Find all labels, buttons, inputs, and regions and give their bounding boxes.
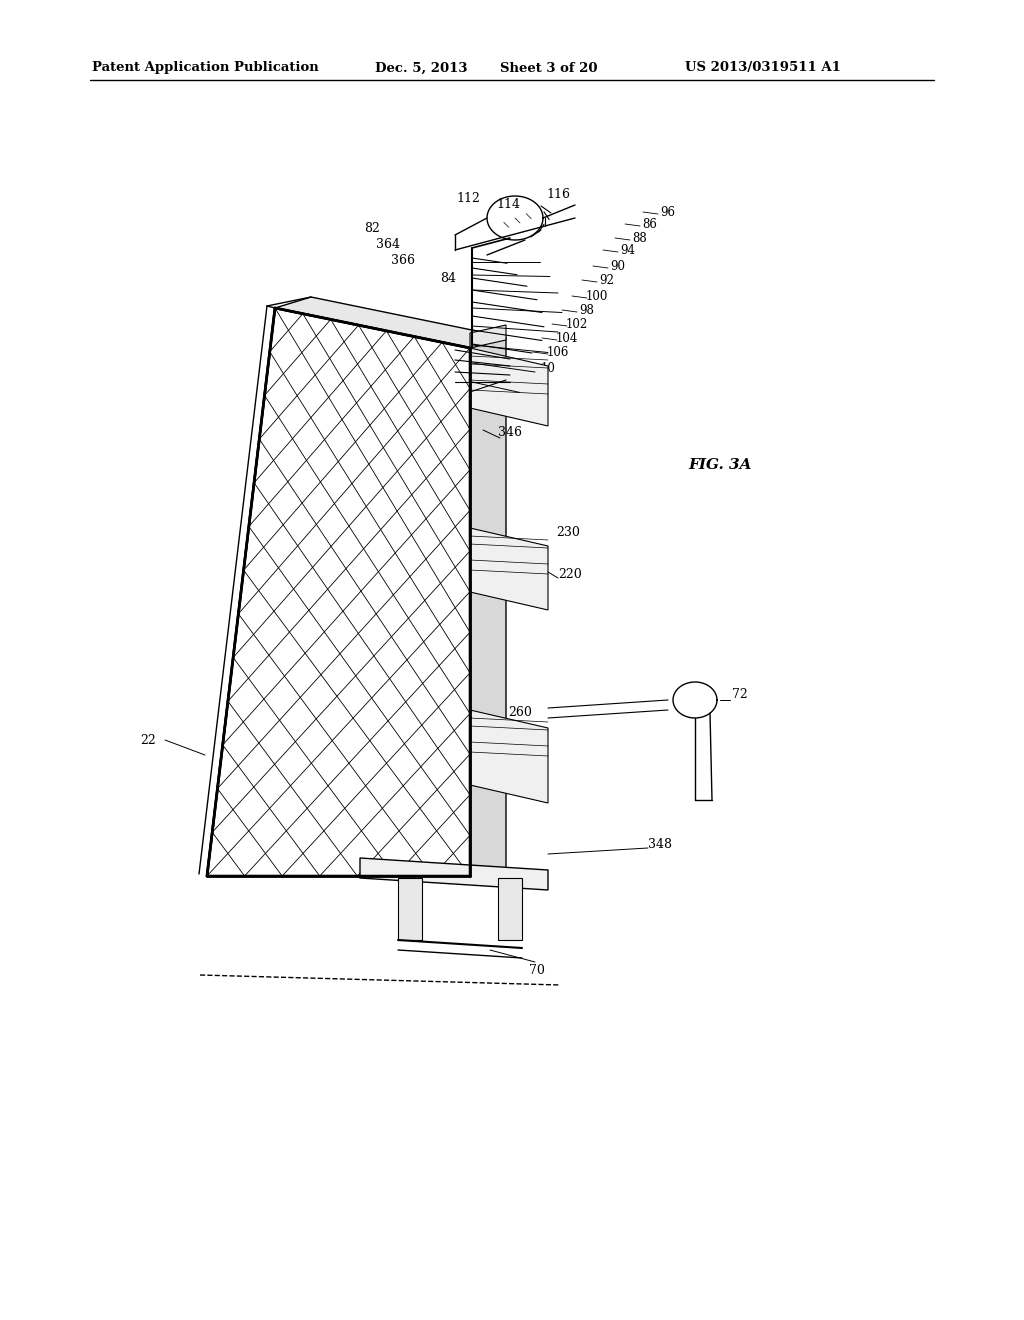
Text: 80: 80 [440,396,456,409]
Text: 84: 84 [440,272,456,285]
Text: 104: 104 [556,331,579,345]
Text: 348: 348 [648,838,672,851]
Text: Dec. 5, 2013: Dec. 5, 2013 [375,62,468,74]
Text: 86: 86 [643,218,657,231]
Polygon shape [470,710,548,803]
Text: 22: 22 [140,734,156,747]
Polygon shape [470,528,548,610]
Polygon shape [470,325,506,348]
Text: 102: 102 [566,318,588,330]
Polygon shape [470,337,506,876]
Text: 210: 210 [361,351,385,364]
Text: 260: 260 [508,705,531,718]
Text: 112: 112 [456,191,480,205]
Text: 92: 92 [600,273,614,286]
Text: Patent Application Publication: Patent Application Publication [92,62,318,74]
Text: 106: 106 [547,346,569,359]
Text: US 2013/0319511 A1: US 2013/0319511 A1 [685,62,841,74]
Text: 364: 364 [376,239,400,252]
Text: 96: 96 [660,206,676,219]
Text: 72: 72 [732,689,748,701]
Polygon shape [470,348,548,426]
Text: 220: 220 [558,569,582,582]
Text: 212: 212 [378,367,401,380]
Text: 110: 110 [333,355,357,368]
Polygon shape [207,308,470,876]
Text: 70: 70 [529,964,545,977]
Polygon shape [360,858,548,890]
Text: 10: 10 [541,362,555,375]
Text: 4: 4 [421,576,429,589]
Text: 264: 264 [306,334,330,346]
Text: 230: 230 [556,527,580,540]
Text: 100: 100 [586,289,608,302]
Text: 346: 346 [498,426,522,440]
Text: 90: 90 [610,260,626,272]
Text: 88: 88 [633,231,647,244]
Polygon shape [398,878,422,940]
Text: 98: 98 [580,304,595,317]
Text: 116: 116 [546,189,570,202]
Text: Sheet 3 of 20: Sheet 3 of 20 [500,62,597,74]
Polygon shape [275,297,506,348]
Text: 114: 114 [496,198,520,210]
Polygon shape [498,878,522,940]
Text: FIG. 3A: FIG. 3A [688,458,752,473]
Text: 94: 94 [621,243,636,256]
Text: 1,2: 1,2 [420,591,440,605]
Text: 82: 82 [365,222,380,235]
Text: 366: 366 [391,253,415,267]
